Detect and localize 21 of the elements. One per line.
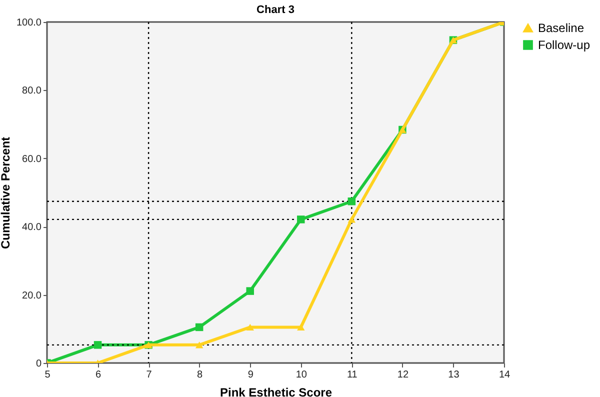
legend-label: Follow-up: [538, 38, 590, 52]
y-tick-label: 0: [36, 358, 42, 370]
x-tick-label: 13: [448, 370, 460, 380]
x-tick-label: 11: [346, 370, 358, 380]
x-axis-title: Pink Esthetic Score: [220, 386, 332, 397]
legend-label: Baseline: [538, 21, 584, 35]
x-tick-label: 14: [498, 370, 510, 380]
x-tick-label: 12: [397, 370, 409, 380]
x-tick-label: 6: [95, 370, 102, 380]
y-tick-label: 40.0: [22, 222, 42, 234]
x-tick-label: 9: [248, 370, 254, 380]
x-tick-label: 5: [44, 370, 51, 380]
x-tick-label: 7: [146, 370, 152, 380]
y-tick-label: 20.0: [22, 290, 42, 302]
y-tick-label: 60.0: [22, 154, 42, 165]
y-tick-label: 80.0: [22, 86, 42, 97]
y-tick-label: 100.0: [16, 18, 42, 28]
chart-title: Chart 3: [256, 4, 294, 16]
y-axis-title: Cumulative Percent: [0, 136, 12, 250]
x-tick-label: 10: [296, 370, 308, 380]
x-tick-label: 8: [197, 370, 204, 380]
